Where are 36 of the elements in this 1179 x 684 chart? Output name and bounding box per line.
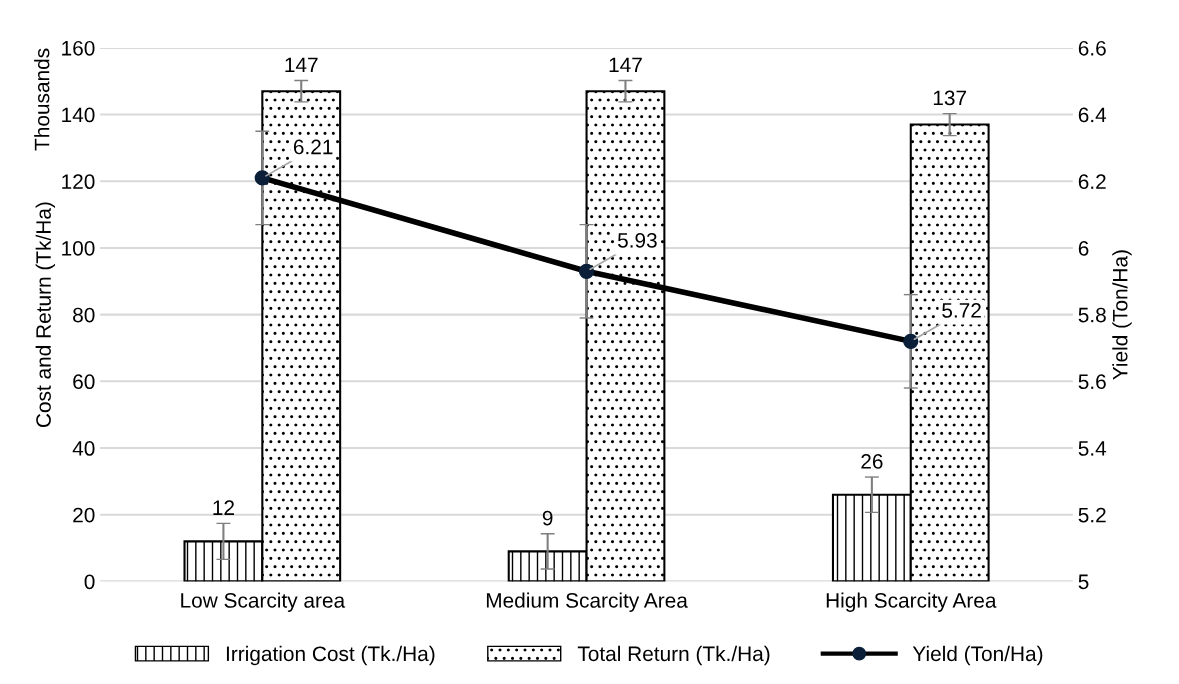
y2-tick-label: 5.2 bbox=[1078, 507, 1106, 523]
data-label: 26 bbox=[861, 453, 883, 469]
y2-tick-label: 6.2 bbox=[1078, 174, 1106, 190]
data-label: 147 bbox=[285, 57, 318, 73]
x-tick-label: High Scarcity Area bbox=[826, 592, 997, 612]
data-label: 147 bbox=[609, 57, 642, 73]
y2-tick-label: 6.4 bbox=[1078, 107, 1107, 123]
data-label: 6.21 bbox=[293, 139, 333, 155]
y-tick-label: 40 bbox=[72, 441, 95, 456]
x-tick-label: Medium Scarcity Area bbox=[486, 592, 688, 612]
data-label: 5.93 bbox=[617, 232, 657, 248]
y2-tick-label: 6 bbox=[1078, 240, 1089, 256]
legend-label: Yield (Ton/Ha) bbox=[912, 645, 1043, 666]
y-tick-label: 0 bbox=[84, 574, 95, 590]
data-label: 9 bbox=[542, 510, 553, 526]
y2-axis-title: Yield (Ton/Ha) bbox=[1112, 250, 1132, 380]
y2-tick-label: 6.6 bbox=[1078, 40, 1106, 56]
y2-tick-label: 5.4 bbox=[1078, 441, 1107, 456]
data-label: 12 bbox=[213, 500, 234, 515]
y-tick-label: 60 bbox=[73, 374, 95, 390]
x-tick-label: Low Scarcity area bbox=[181, 592, 346, 612]
y-tick-label: 140 bbox=[62, 107, 95, 123]
y2-tick-label: 5.8 bbox=[1078, 307, 1106, 323]
y-tick-label: 20 bbox=[73, 507, 95, 523]
y-tick-label: 160 bbox=[62, 40, 95, 56]
data-label: 5.72 bbox=[942, 303, 981, 318]
text: Thousands bbox=[34, 48, 50, 151]
y-tick-label: 120 bbox=[62, 174, 95, 190]
legend-label: Irrigation Cost (Tk./Ha) bbox=[226, 645, 435, 666]
y-axis-title: Cost and Return (Tk/Ha) bbox=[35, 202, 56, 428]
data-label: 137 bbox=[933, 90, 967, 106]
y-tick-label: 100 bbox=[62, 240, 95, 256]
legend-label: Total Return (Tk./Ha) bbox=[577, 645, 770, 666]
y2-tick-label: 5.6 bbox=[1078, 374, 1106, 390]
y2-tick-label: 5 bbox=[1078, 574, 1089, 590]
y-tick-label: 80 bbox=[73, 307, 95, 323]
